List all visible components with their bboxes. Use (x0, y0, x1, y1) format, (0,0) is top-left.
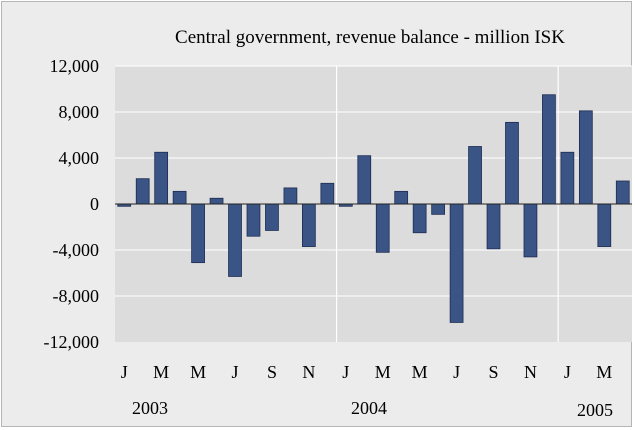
bar-feb-2003 (135, 178, 150, 205)
y-tick-label: -8,000 (53, 286, 100, 306)
bar-nov-2004 (523, 203, 538, 258)
bar-may-2004 (412, 203, 427, 234)
chart-title: Central government, revenue balance - mi… (175, 27, 565, 48)
x-tick-label: N (302, 362, 315, 382)
x-tick-label: J (342, 362, 349, 382)
y-tick-label: -12,000 (44, 332, 100, 352)
bar-may-2003 (191, 203, 205, 264)
bar-jul-2003 (228, 203, 242, 277)
x-tick-label: M (596, 362, 612, 382)
year-labels: 2003 2004 2005 (132, 398, 613, 420)
x-tick-label: S (489, 362, 499, 382)
bar-aug-2003 (246, 203, 261, 237)
x-tick-label: S (267, 362, 277, 382)
bar-dec-2003 (320, 182, 335, 205)
x-tick-label: J (232, 362, 239, 382)
bar-jun-2003 (209, 197, 224, 205)
bar-jan-2005 (560, 151, 575, 205)
y-tick-label: 0 (90, 194, 99, 214)
bar-aug-2004 (468, 146, 482, 205)
bars (117, 94, 630, 323)
x-tick-label: M (412, 362, 428, 382)
bar-dec-2004 (542, 94, 556, 205)
year-label: 2003 (132, 398, 168, 418)
bar-feb-2004 (357, 155, 372, 205)
y-tick-label: 12,000 (50, 56, 100, 76)
bar-apr-2005 (615, 180, 630, 205)
y-tick-label: 4,000 (59, 148, 100, 168)
bar-jul-2004 (449, 203, 464, 323)
bar-nov-2003 (302, 203, 316, 247)
y-axis-ticks: 12,000 8,000 4,000 0 -4,000 -8,000 -12,000 (44, 56, 100, 352)
bar-apr-2004 (394, 190, 409, 205)
bar-oct-2003 (283, 187, 298, 205)
y-tick-label: -4,000 (53, 240, 100, 260)
year-label: 2005 (577, 400, 613, 420)
x-tick-label: M (375, 362, 391, 382)
bar-sep-2003 (265, 203, 279, 231)
bar-mar-2004 (375, 203, 390, 253)
x-tick-label: M (190, 362, 206, 382)
x-tick-label: J (453, 362, 460, 382)
bar-mar-2005 (597, 203, 612, 247)
bar-mar-2003 (154, 151, 169, 205)
x-tick-label: J (121, 362, 128, 382)
year-label: 2004 (351, 398, 387, 418)
bar-apr-2003 (172, 190, 187, 205)
bar-feb-2005 (578, 110, 593, 205)
y-tick-label: 8,000 (59, 102, 100, 122)
x-tick-label: J (564, 362, 571, 382)
bar-oct-2004 (505, 121, 519, 205)
x-tick-label: N (524, 362, 537, 382)
bar-sep-2004 (486, 203, 501, 250)
x-tick-label: M (153, 362, 169, 382)
bar-jun-2004 (431, 203, 445, 215)
